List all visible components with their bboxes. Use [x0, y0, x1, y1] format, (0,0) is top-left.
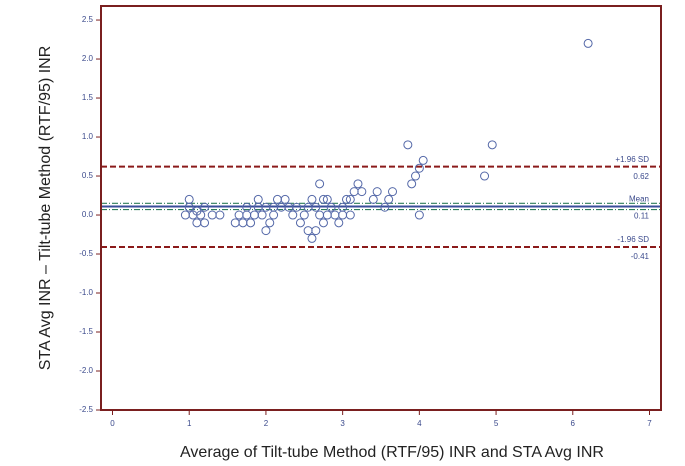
- point: [261, 226, 271, 236]
- point: [200, 202, 210, 212]
- point: [184, 194, 194, 204]
- reference-value: 0.11: [634, 212, 650, 221]
- x-tick-label: 4: [417, 419, 422, 428]
- point: [215, 210, 225, 220]
- point: [380, 202, 390, 212]
- point: [341, 194, 351, 204]
- point: [257, 210, 267, 220]
- point: [480, 171, 490, 181]
- point: [318, 194, 328, 204]
- point: [280, 194, 290, 204]
- point: [345, 194, 355, 204]
- point: [418, 155, 428, 165]
- point: [192, 218, 202, 228]
- point: [368, 194, 378, 204]
- point: [322, 210, 332, 220]
- point: [583, 38, 593, 48]
- point: [311, 226, 321, 236]
- point: [196, 210, 206, 220]
- point: [357, 187, 367, 197]
- x-axis-label: Average of Tilt-tube Method (RTF/95) INR…: [180, 444, 604, 461]
- point: [411, 171, 421, 181]
- y-tick-label: 2.0: [82, 54, 94, 63]
- x-tick-label: 0: [110, 419, 115, 428]
- point: [249, 210, 259, 220]
- x-tick-label: 6: [571, 419, 576, 428]
- point: [487, 140, 497, 150]
- point: [388, 187, 398, 197]
- point: [330, 210, 340, 220]
- point: [403, 140, 413, 150]
- point: [414, 163, 424, 173]
- point: [295, 218, 305, 228]
- reference-value: -0.41: [631, 252, 650, 261]
- point: [315, 179, 325, 189]
- point: [307, 194, 317, 204]
- point: [322, 194, 332, 204]
- y-axis-label: STA Avg INR – Tilt-tube Method (RTF/95) …: [37, 46, 54, 371]
- y-tick-label: -0.5: [79, 249, 93, 258]
- point: [200, 218, 210, 228]
- y-tick-label: 0.5: [82, 171, 94, 180]
- point: [311, 202, 321, 212]
- point: [372, 187, 382, 197]
- point: [253, 194, 263, 204]
- reference-label: -1.96 SD: [617, 235, 649, 244]
- point: [207, 210, 217, 220]
- point: [338, 202, 348, 212]
- point: [269, 210, 279, 220]
- reference-label: +1.96 SD: [615, 155, 649, 164]
- point: [414, 210, 424, 220]
- point: [242, 210, 252, 220]
- y-tick-label: -2.0: [79, 366, 93, 375]
- point: [407, 179, 417, 189]
- point: [349, 187, 359, 197]
- point: [246, 218, 256, 228]
- y-tick-label: -2.5: [79, 405, 93, 414]
- point: [234, 210, 244, 220]
- y-tick-label: 2.5: [82, 15, 94, 24]
- y-tick-label: -1.0: [79, 288, 93, 297]
- point: [272, 194, 282, 204]
- point: [265, 218, 275, 228]
- point: [288, 210, 298, 220]
- y-tick-label: 1.0: [82, 132, 94, 141]
- point: [238, 218, 248, 228]
- point: [303, 226, 313, 236]
- point: [318, 218, 328, 228]
- point: [299, 210, 309, 220]
- y-tick-label: -1.5: [79, 327, 93, 336]
- plot-frame: [100, 5, 662, 411]
- x-tick-label: 1: [187, 419, 192, 428]
- x-tick-label: 5: [494, 419, 499, 428]
- point: [292, 202, 302, 212]
- x-tick-label: 2: [264, 419, 269, 428]
- point: [180, 210, 190, 220]
- y-tick-label: 0.0: [82, 210, 94, 219]
- point: [353, 179, 363, 189]
- point: [307, 233, 317, 243]
- point: [345, 210, 355, 220]
- reference-value: 0.62: [633, 172, 649, 181]
- point: [315, 210, 325, 220]
- point: [326, 202, 336, 212]
- point: [230, 218, 240, 228]
- x-tick-label: 3: [340, 419, 345, 428]
- x-tick-label: 7: [647, 419, 652, 428]
- y-tick-label: 1.5: [82, 93, 94, 102]
- point: [384, 194, 394, 204]
- reference-label: Mean: [629, 195, 649, 204]
- point: [334, 218, 344, 228]
- point: [338, 210, 348, 220]
